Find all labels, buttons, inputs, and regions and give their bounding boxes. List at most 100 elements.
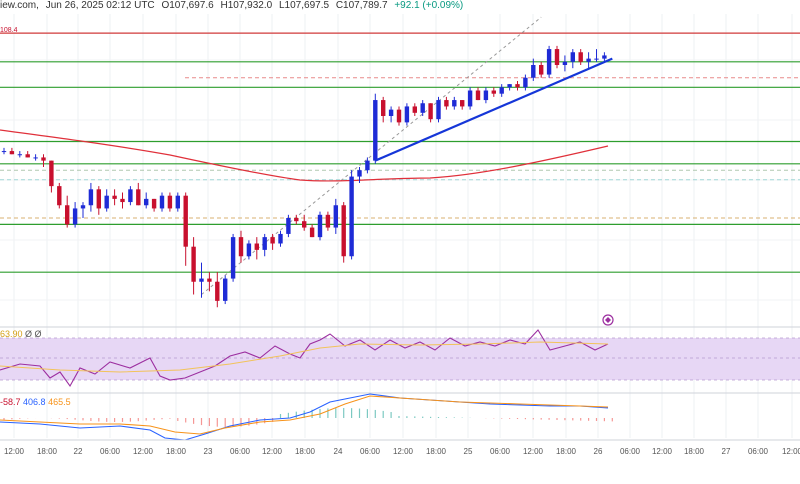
candle-body bbox=[388, 109, 394, 116]
x-tick-label: 12:00 bbox=[782, 447, 800, 456]
candle-body bbox=[586, 58, 591, 62]
rsi-ma-line bbox=[0, 341, 609, 373]
candle-body bbox=[578, 52, 583, 62]
datetime: Jun 26, 2025 02:12 UTC bbox=[45, 0, 155, 11]
macd-pane bbox=[0, 392, 800, 441]
candle-body bbox=[57, 186, 62, 206]
open-value: O107,697.6 bbox=[161, 0, 214, 11]
candle-body bbox=[396, 109, 402, 123]
x-tick-label: 27 bbox=[722, 447, 731, 456]
rsi-value: 63.90 bbox=[0, 329, 23, 339]
x-tick-label: 06:00 bbox=[100, 447, 121, 456]
candle-body bbox=[357, 170, 362, 177]
candle-body bbox=[381, 100, 386, 116]
x-tick-label: 18:00 bbox=[37, 447, 58, 456]
candle-body bbox=[562, 61, 568, 65]
candle-body bbox=[175, 195, 180, 209]
x-tick-label: 06:00 bbox=[748, 447, 769, 456]
candle-body bbox=[602, 55, 607, 59]
candle-body bbox=[483, 90, 489, 101]
x-tick-label: 18:00 bbox=[684, 447, 705, 456]
candle-body bbox=[238, 237, 244, 257]
candle-body bbox=[554, 49, 560, 65]
x-tick-label: 25 bbox=[464, 447, 473, 456]
candle-body bbox=[452, 100, 457, 107]
candle-body bbox=[254, 243, 259, 250]
rsi-pane bbox=[0, 326, 800, 388]
candle-body bbox=[120, 198, 125, 203]
rsi-extra: Ø Ø bbox=[25, 329, 42, 339]
candle-body bbox=[72, 208, 78, 225]
candle-body bbox=[333, 205, 338, 228]
support-resistance-lines bbox=[0, 16, 800, 295]
x-tick-label: 12:00 bbox=[262, 447, 283, 456]
candle-body bbox=[167, 195, 173, 209]
candle-body bbox=[436, 100, 441, 120]
change-value: +92.1 (+0.09%) bbox=[394, 0, 464, 11]
alert-icon-mark bbox=[605, 317, 611, 323]
candle-body bbox=[428, 103, 433, 120]
candle-body bbox=[230, 237, 236, 279]
x-tick-label: 06:00 bbox=[360, 447, 381, 456]
candle-body bbox=[246, 243, 252, 257]
bullish-trend-line bbox=[374, 57, 613, 162]
candle-body bbox=[294, 218, 299, 222]
x-tick-label: 12:00 bbox=[133, 447, 154, 456]
sma-curve bbox=[0, 129, 609, 182]
candle-body bbox=[1, 151, 7, 153]
candle-body bbox=[136, 189, 141, 206]
x-tick-label: 12:00 bbox=[4, 447, 25, 456]
candle-body bbox=[270, 237, 275, 244]
candle-body bbox=[112, 195, 117, 199]
trend-line bbox=[374, 57, 614, 326]
candle-body bbox=[104, 195, 109, 209]
low-value: L107,697.5 bbox=[278, 0, 330, 11]
candle-body bbox=[183, 195, 188, 247]
candle-body bbox=[286, 218, 291, 234]
macd-signal-value: 465.5 bbox=[48, 397, 71, 407]
candle-body bbox=[9, 151, 15, 155]
candle-body bbox=[191, 246, 196, 282]
rsi-label: 63.90 Ø Ø bbox=[0, 329, 42, 339]
candle-body bbox=[17, 154, 22, 156]
candle-body bbox=[349, 176, 354, 257]
x-tick-label: 06:00 bbox=[230, 447, 251, 456]
x-tick-label: 06:00 bbox=[490, 447, 511, 456]
candle-body bbox=[365, 160, 370, 171]
candle-body bbox=[41, 157, 46, 161]
candle-body bbox=[523, 77, 528, 88]
candle-body bbox=[460, 100, 465, 107]
alert-icon bbox=[602, 314, 614, 326]
candle-body bbox=[412, 106, 417, 113]
macd-hist-value: -58.7 bbox=[0, 397, 21, 407]
candle-body bbox=[151, 198, 157, 209]
candle-body bbox=[207, 278, 212, 282]
time-axis: 12:00 18:00 22 06:00 12:00 18:00 23 06:00 12:00 1… bbox=[0, 439, 800, 456]
candle-body bbox=[570, 52, 575, 62]
candle-body bbox=[467, 90, 473, 107]
candle-body bbox=[539, 65, 544, 75]
candle-body bbox=[507, 84, 512, 88]
candle-body bbox=[475, 90, 481, 101]
x-tick-label: 12:00 bbox=[523, 447, 544, 456]
candle-body bbox=[65, 205, 70, 225]
macd-line bbox=[0, 393, 609, 441]
candle-body bbox=[404, 106, 410, 123]
x-tick-label: 22 bbox=[74, 447, 83, 456]
candle-body bbox=[262, 237, 267, 250]
x-tick-label: 18:00 bbox=[556, 447, 577, 456]
candle-body bbox=[223, 278, 228, 301]
candle-body bbox=[80, 205, 86, 209]
candle-body bbox=[128, 189, 133, 203]
x-tick-label: 18:00 bbox=[295, 447, 316, 456]
candle-body bbox=[302, 221, 307, 228]
candle-body bbox=[325, 214, 331, 228]
x-tick-label: 18:00 bbox=[426, 447, 447, 456]
x-tick-label: 12:00 bbox=[393, 447, 414, 456]
candle-body bbox=[278, 233, 283, 244]
candle-body bbox=[546, 49, 552, 75]
close-value: C107,789.7 bbox=[335, 0, 388, 11]
macd-line-value: 406.8 bbox=[23, 397, 46, 407]
